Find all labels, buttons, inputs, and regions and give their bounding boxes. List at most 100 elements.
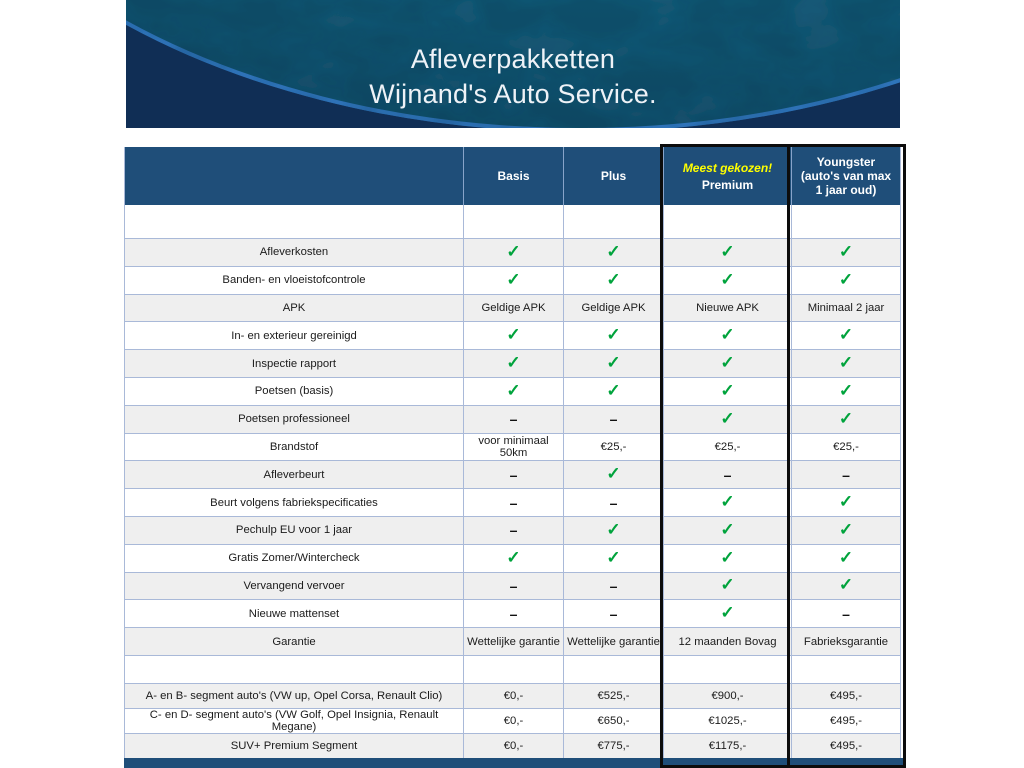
feature-row-label: In- en exterieur gereinigd [231, 329, 357, 342]
dash-icon: – [509, 522, 518, 539]
spacer-row-cell-youngster [791, 205, 900, 238]
dash-icon: – [609, 577, 618, 594]
check-icon: ✓ [606, 325, 621, 345]
feature-row-cell-plus: Geldige APK [563, 294, 663, 322]
check-icon: ✓ [506, 547, 521, 567]
price-row-label: A- en B- segment auto's (VW up, Opel Cor… [145, 689, 443, 702]
spacer-row-label [125, 205, 463, 238]
check-icon: ✓ [838, 547, 854, 567]
feature-row-label: Afleverkosten [259, 246, 329, 259]
check-icon: ✓ [720, 575, 735, 595]
dash-icon: – [509, 605, 518, 622]
feature-row-cell-plus: ✓ [563, 544, 663, 572]
table-body: Afleverkosten ✓ ✓ ✓ ✓ Banden- en vloeistofcon… [125, 205, 900, 758]
check-icon: ✓ [720, 353, 735, 373]
table-header-row: Basis Plus Meest gekozen! Premium Youngs… [125, 147, 900, 205]
check-icon: ✓ [606, 241, 621, 261]
feature-row-cell-youngster: ✓ [791, 350, 900, 377]
feature-row-label: Banden- en vloeistofcontrole [222, 274, 366, 287]
price-row: SUV+ Premium Segment €0,- €775,- €1175,- €49… [125, 732, 900, 758]
spacer-row-cell-basis [463, 655, 563, 683]
feature-row-cell-premium: – [663, 461, 791, 489]
feature-row-cell-plus: Wettelijke garantie [563, 628, 663, 655]
feature-row-cell-plus: ✓ [563, 377, 663, 405]
feature-row-cell-plus: – [563, 489, 663, 516]
feature-row-cell-premium: ✓ [663, 544, 791, 572]
check-icon: ✓ [606, 547, 621, 567]
feature-row-cell-basis: Wettelijke garantie [463, 628, 563, 655]
feature-row-cell-basis: – [463, 405, 563, 433]
feature-row: Vervangend vervoer – – ✓ ✓ [125, 571, 900, 600]
spacer-row [125, 654, 900, 683]
feature-row-cell-basis: voor minimaal 50km [463, 433, 563, 461]
check-icon: ✓ [720, 603, 735, 623]
feature-row-cell-youngster: – [791, 461, 900, 489]
feature-row: Brandstof voor minimaal 50km €25,- €25,- €25… [125, 432, 900, 461]
feature-row: Afleverbeurt – ✓ – – [125, 460, 900, 489]
price-row-cell-youngster: €495,- [791, 708, 900, 733]
feature-row-label: Gratis Zomer/Wintercheck [228, 552, 360, 565]
feature-row-label: Poetsen (basis) [254, 385, 334, 398]
price-row-cell-premium: €1175,- [663, 733, 791, 758]
price-row-cell-plus: €650,- [563, 708, 663, 733]
feature-row: APK Geldige APK Geldige APK Nieuwe APK Minim… [125, 293, 900, 322]
banner-title-line1: Afleverpakketten [410, 44, 616, 74]
feature-row: Poetsen (basis) ✓ ✓ ✓ ✓ [125, 376, 900, 405]
feature-row-cell-youngster: ✓ [791, 544, 900, 572]
feature-row: Afleverkosten ✓ ✓ ✓ ✓ [125, 238, 900, 266]
price-row-cell-youngster: €495,- [791, 733, 900, 758]
price-row: A- en B- segment auto's (VW up, Opel Cor… [125, 682, 900, 708]
price-row-cell-basis: €0,- [463, 683, 563, 708]
check-icon: ✓ [720, 241, 735, 261]
check-icon: ✓ [720, 408, 735, 428]
feature-row-cell-premium: ✓ [663, 266, 791, 294]
dash-icon: – [509, 494, 518, 511]
feature-row-cell-youngster: ✓ [791, 377, 900, 405]
spacer-row-cell-plus [563, 205, 663, 238]
banner-title-line2: Wijnand's Auto Service. [369, 79, 657, 109]
check-icon: ✓ [720, 492, 735, 512]
dash-icon: – [842, 466, 850, 483]
feature-row-cell-plus: – [563, 572, 663, 600]
feature-row: Beurt volgens fabriekspecificaties – – ✓ ✓ [125, 488, 900, 516]
feature-row-label: Brandstof [269, 440, 319, 453]
feature-row-cell-youngster: Fabrieksgarantie [791, 628, 900, 655]
feature-row-cell-youngster: ✓ [791, 322, 900, 350]
header-feature-column [125, 147, 463, 205]
feature-row-cell-youngster: ✓ [791, 266, 900, 294]
feature-row: Pechulp EU voor 1 jaar – ✓ ✓ ✓ [125, 515, 900, 544]
feature-row-cell-premium: ✓ [663, 350, 791, 377]
check-icon: ✓ [838, 380, 854, 400]
dash-icon: – [509, 411, 518, 428]
check-icon: ✓ [720, 269, 735, 289]
header-premium-label: Premium [701, 177, 754, 192]
feature-row: Nieuwe mattenset – – ✓ – [125, 599, 900, 628]
check-icon: ✓ [838, 325, 854, 345]
price-row-cell-premium: €900,- [663, 683, 791, 708]
spacer-row [125, 205, 900, 238]
feature-row-cell-premium: ✓ [663, 516, 791, 544]
price-row-label: C- en D- segment auto's (VW Golf, Opel I… [149, 708, 439, 733]
check-icon: ✓ [838, 492, 854, 512]
check-icon: ✓ [506, 353, 521, 373]
banner-swoosh-graphic [126, 0, 900, 128]
price-row-cell-youngster: €495,- [791, 683, 900, 708]
feature-row-cell-plus: ✓ [563, 516, 663, 544]
feature-row-cell-premium: Nieuwe APK [663, 294, 791, 322]
spacer-row-cell-plus [563, 655, 663, 683]
feature-row-label: APK [282, 301, 306, 314]
feature-row-label: Pechulp EU voor 1 jaar [235, 524, 353, 537]
feature-row-label: Inspectie rapport [251, 357, 337, 370]
feature-row-label: Garantie [272, 635, 316, 648]
price-row-cell-premium: €1025,- [663, 708, 791, 733]
check-icon: ✓ [506, 241, 521, 261]
spacer-row-cell-premium [663, 655, 791, 683]
check-icon: ✓ [720, 325, 735, 345]
feature-row-cell-youngster: ✓ [791, 489, 900, 516]
feature-row-cell-plus: – [563, 600, 663, 628]
dash-icon: – [842, 605, 850, 622]
feature-row-cell-basis: – [463, 600, 563, 628]
feature-row-cell-plus: ✓ [563, 461, 663, 489]
header-plus: Plus [563, 147, 663, 205]
check-icon: ✓ [838, 269, 854, 289]
